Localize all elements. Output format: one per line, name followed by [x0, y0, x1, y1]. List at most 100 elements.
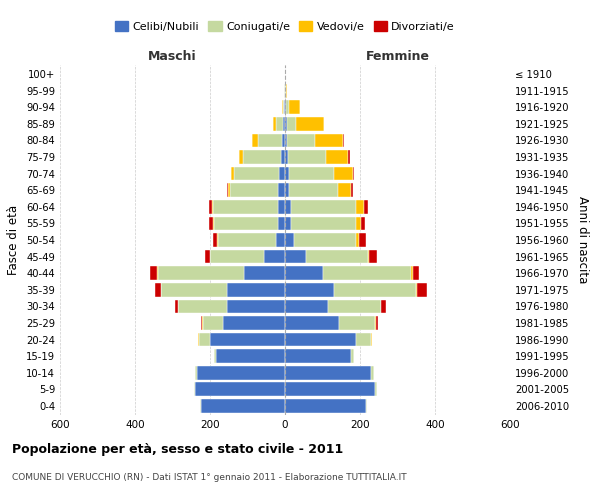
Bar — [285, 167, 289, 180]
Bar — [376, 316, 377, 330]
Bar — [283, 117, 285, 130]
Bar — [350, 350, 355, 363]
Bar — [371, 366, 374, 380]
Bar — [315, 134, 343, 147]
Bar — [284, 100, 285, 114]
Bar — [272, 117, 275, 130]
Bar — [359, 233, 366, 247]
Bar — [281, 150, 285, 164]
Bar — [285, 399, 365, 412]
Bar — [289, 184, 337, 197]
Bar — [296, 117, 325, 130]
Bar — [223, 316, 285, 330]
Bar — [283, 100, 284, 114]
Bar — [214, 350, 215, 363]
Bar — [210, 250, 265, 264]
Bar — [203, 316, 223, 330]
Bar — [215, 350, 285, 363]
Bar — [365, 399, 367, 412]
Bar — [348, 150, 350, 164]
Bar — [305, 250, 367, 264]
Bar — [356, 233, 359, 247]
Bar — [325, 150, 348, 164]
Bar — [353, 167, 355, 180]
Bar — [375, 382, 377, 396]
Bar — [212, 200, 278, 213]
Bar — [328, 300, 380, 313]
Bar — [155, 283, 161, 296]
Bar — [371, 332, 373, 346]
Bar — [200, 399, 285, 412]
Bar — [290, 216, 356, 230]
Bar — [229, 184, 278, 197]
Bar — [323, 266, 410, 280]
Bar — [285, 233, 295, 247]
Bar — [356, 216, 361, 230]
Bar — [252, 134, 257, 147]
Bar — [340, 316, 375, 330]
Bar — [367, 250, 370, 264]
Bar — [265, 250, 285, 264]
Bar — [209, 200, 212, 213]
Bar — [285, 350, 350, 363]
Bar — [382, 300, 386, 313]
Bar — [227, 300, 285, 313]
Bar — [195, 382, 285, 396]
Bar — [178, 300, 227, 313]
Bar — [194, 382, 195, 396]
Legend: Celibi/Nubili, Coniugati/e, Vedovi/e, Divorziati/e: Celibi/Nubili, Coniugati/e, Vedovi/e, Di… — [110, 16, 460, 36]
Bar — [227, 184, 229, 197]
Bar — [413, 266, 419, 280]
Bar — [286, 100, 289, 114]
Bar — [285, 100, 286, 114]
Bar — [289, 167, 334, 180]
Bar — [235, 167, 280, 180]
Bar — [277, 216, 285, 230]
Bar — [257, 134, 282, 147]
Bar — [285, 332, 356, 346]
Bar — [197, 366, 285, 380]
Bar — [285, 184, 289, 197]
Bar — [214, 216, 277, 230]
Bar — [285, 250, 305, 264]
Bar — [289, 100, 300, 114]
Bar — [337, 184, 350, 197]
Bar — [370, 250, 377, 264]
Bar — [343, 134, 344, 147]
Bar — [285, 134, 287, 147]
Bar — [157, 266, 244, 280]
Bar — [285, 382, 375, 396]
Bar — [195, 366, 197, 380]
Bar — [230, 167, 232, 180]
Bar — [286, 84, 287, 98]
Bar — [197, 332, 199, 346]
Bar — [410, 266, 413, 280]
Bar — [213, 233, 217, 247]
Bar — [288, 150, 325, 164]
Bar — [287, 134, 315, 147]
Bar — [350, 184, 353, 197]
Bar — [375, 316, 376, 330]
Bar — [175, 300, 178, 313]
Bar — [285, 117, 287, 130]
Y-axis label: Anni di nascita: Anni di nascita — [576, 196, 589, 284]
Bar — [213, 216, 214, 230]
Text: Femmine: Femmine — [365, 50, 430, 62]
Bar — [243, 150, 281, 164]
Bar — [285, 316, 340, 330]
Bar — [205, 250, 209, 264]
Bar — [282, 134, 285, 147]
Bar — [295, 233, 356, 247]
Bar — [244, 266, 285, 280]
Bar — [364, 200, 367, 213]
Bar — [334, 167, 353, 180]
Bar — [227, 283, 285, 296]
Bar — [285, 216, 290, 230]
Text: Popolazione per età, sesso e stato civile - 2011: Popolazione per età, sesso e stato civil… — [12, 442, 343, 456]
Bar — [150, 266, 157, 280]
Bar — [416, 283, 418, 296]
Bar — [280, 167, 285, 180]
Bar — [199, 332, 210, 346]
Bar — [282, 100, 283, 114]
Text: COMUNE DI VERUCCHIO (RN) - Dati ISTAT 1° gennaio 2011 - Elaborazione TUTTITALIA.: COMUNE DI VERUCCHIO (RN) - Dati ISTAT 1°… — [12, 472, 407, 482]
